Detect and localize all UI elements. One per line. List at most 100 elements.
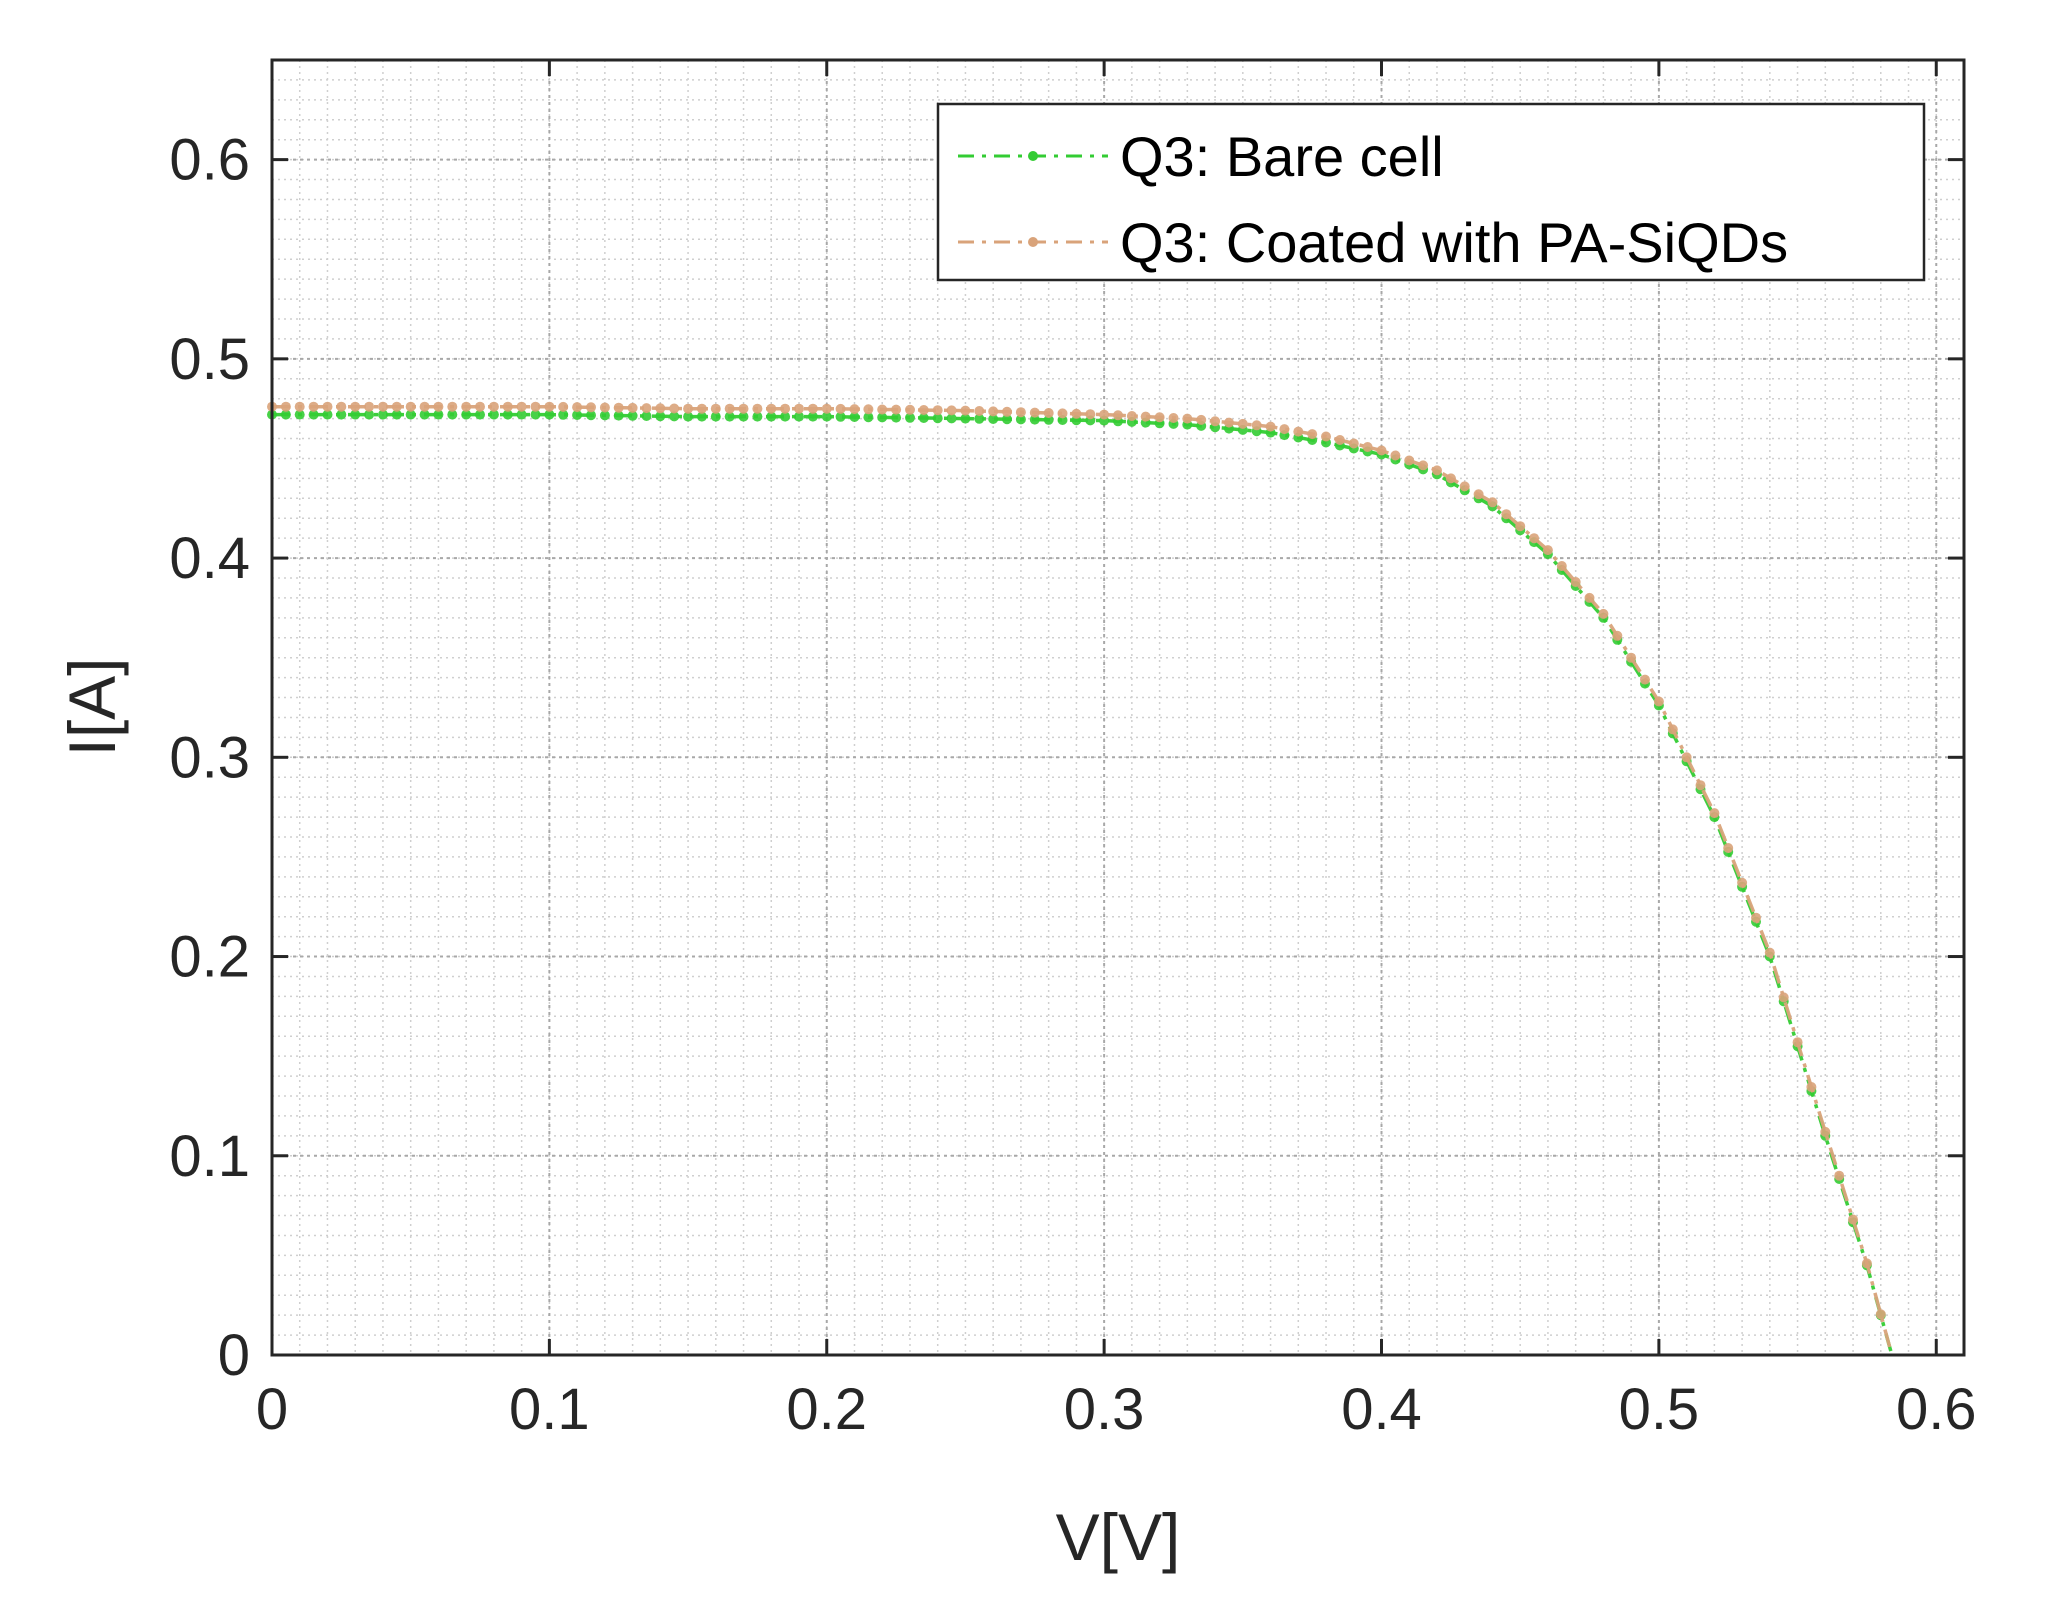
- data-point-coated: [516, 401, 527, 412]
- data-point-bare-cell: [502, 409, 513, 420]
- data-point-coated: [433, 401, 444, 412]
- legend-label-bare-cell: Q3: Bare cell: [1120, 125, 1444, 188]
- data-point-coated: [891, 404, 902, 415]
- data-point-coated: [1376, 445, 1387, 456]
- data-point-coated: [807, 403, 818, 414]
- data-point-coated: [863, 404, 874, 415]
- data-point-bare-cell: [960, 413, 971, 424]
- data-point-coated: [1321, 431, 1331, 442]
- x-tick-label: 0.3: [1064, 1377, 1145, 1442]
- data-point-coated: [1529, 533, 1540, 544]
- data-point-coated: [1473, 489, 1484, 500]
- data-point-coated: [1487, 497, 1498, 508]
- data-point-coated: [1653, 696, 1664, 707]
- data-point-coated: [280, 401, 291, 412]
- data-point-bare-cell: [378, 409, 388, 420]
- x-tick-label: 0.2: [786, 1377, 867, 1442]
- data-point-coated: [669, 403, 680, 414]
- data-point-coated: [1168, 413, 1179, 423]
- data-point-coated: [1057, 408, 1068, 419]
- legend: Q3: Bare cell Q3: Coated with PA-SiQDs: [936, 102, 1926, 282]
- data-point-coated: [1071, 408, 1082, 419]
- series-layer: [267, 401, 1894, 1356]
- data-point-coated: [1751, 912, 1761, 923]
- tick-labels: 0 0.1 0.2 0.3 0.4 0.5 0.6 0 0.1 0.2 0.3 0.4 0.5 0.6: [169, 128, 1976, 1442]
- data-point-bare-cell: [752, 411, 763, 422]
- data-point-bare-cell: [405, 409, 416, 420]
- data-point-coated: [1126, 411, 1137, 421]
- data-point-coated: [724, 403, 735, 414]
- legend-marker-bare-cell: [1028, 151, 1038, 161]
- data-point-coated: [1418, 460, 1429, 471]
- data-point-coated: [1542, 545, 1553, 556]
- data-point-coated: [1113, 410, 1123, 421]
- data-point-bare-cell: [308, 409, 319, 420]
- data-point-coated: [821, 403, 832, 414]
- data-point-coated: [502, 401, 513, 412]
- data-point-coated: [1515, 521, 1526, 532]
- data-point-coated: [544, 401, 555, 412]
- data-point-bare-cell: [821, 411, 832, 422]
- data-point-bare-cell: [1029, 414, 1040, 425]
- data-point-coated: [364, 401, 375, 412]
- data-point-coated: [1432, 465, 1442, 476]
- data-point-bare-cell: [835, 411, 846, 422]
- data-point-coated: [1196, 414, 1207, 425]
- data-point-coated: [1875, 1309, 1886, 1320]
- data-point-bare-cell: [488, 409, 499, 420]
- data-point-coated: [1584, 592, 1595, 603]
- x-tick-label: 0.4: [1341, 1377, 1422, 1442]
- data-point-coated: [1501, 509, 1512, 520]
- data-point-coated: [1737, 877, 1748, 888]
- data-point-coated: [308, 401, 319, 412]
- data-point-coated: [1834, 1170, 1845, 1181]
- data-point-coated: [447, 401, 458, 412]
- data-point-coated: [1445, 473, 1456, 484]
- data-point-coated: [1792, 1037, 1803, 1048]
- data-point-coated: [1667, 724, 1678, 735]
- data-point-coated: [627, 402, 638, 413]
- data-point-coated: [1626, 652, 1637, 663]
- data-point-coated: [1709, 808, 1720, 819]
- y-tick-label: 0.1: [169, 1124, 250, 1189]
- data-point-coated: [391, 401, 402, 412]
- data-point-coated: [1556, 561, 1567, 571]
- data-point-bare-cell: [280, 409, 291, 420]
- data-point-bare-cell: [988, 414, 999, 424]
- plot-frame: [270, 58, 1966, 1357]
- x-tick-label: 0.1: [509, 1377, 590, 1442]
- x-tick-label: 0.5: [1619, 1377, 1700, 1442]
- data-point-coated: [1348, 438, 1359, 449]
- data-point-coated: [641, 403, 652, 414]
- y-tick-label: 0.3: [169, 725, 250, 790]
- data-point-coated: [1015, 407, 1026, 418]
- data-point-bare-cell: [544, 409, 555, 420]
- data-point-coated: [683, 403, 694, 414]
- data-point-coated: [1848, 1214, 1858, 1225]
- data-point-bare-cell: [294, 409, 305, 420]
- data-point-coated: [655, 403, 666, 414]
- data-point-bare-cell: [627, 410, 638, 421]
- data-point-coated: [475, 401, 485, 412]
- data-point-bare-cell: [738, 411, 749, 422]
- data-point-coated: [835, 403, 846, 414]
- data-point-coated: [905, 404, 915, 415]
- data-point-coated: [1681, 752, 1692, 763]
- data-point-coated: [1002, 406, 1012, 417]
- data-point-bare-cell: [766, 411, 777, 422]
- data-point-coated: [1362, 442, 1373, 452]
- data-point-bare-cell: [350, 409, 361, 420]
- y-axis-label: I[A]: [55, 657, 129, 756]
- data-point-coated: [1265, 421, 1276, 432]
- data-point-bare-cell: [683, 411, 694, 422]
- data-point-coated: [766, 403, 777, 414]
- data-point-bare-cell: [516, 409, 527, 420]
- data-point-bare-cell: [905, 412, 915, 423]
- data-point-coated: [738, 403, 749, 414]
- data-point-coated: [1293, 426, 1304, 437]
- data-point-bare-cell: [586, 410, 596, 421]
- data-point-coated: [1764, 947, 1775, 958]
- data-point-coated: [1029, 407, 1040, 418]
- data-point-bare-cell: [530, 409, 541, 420]
